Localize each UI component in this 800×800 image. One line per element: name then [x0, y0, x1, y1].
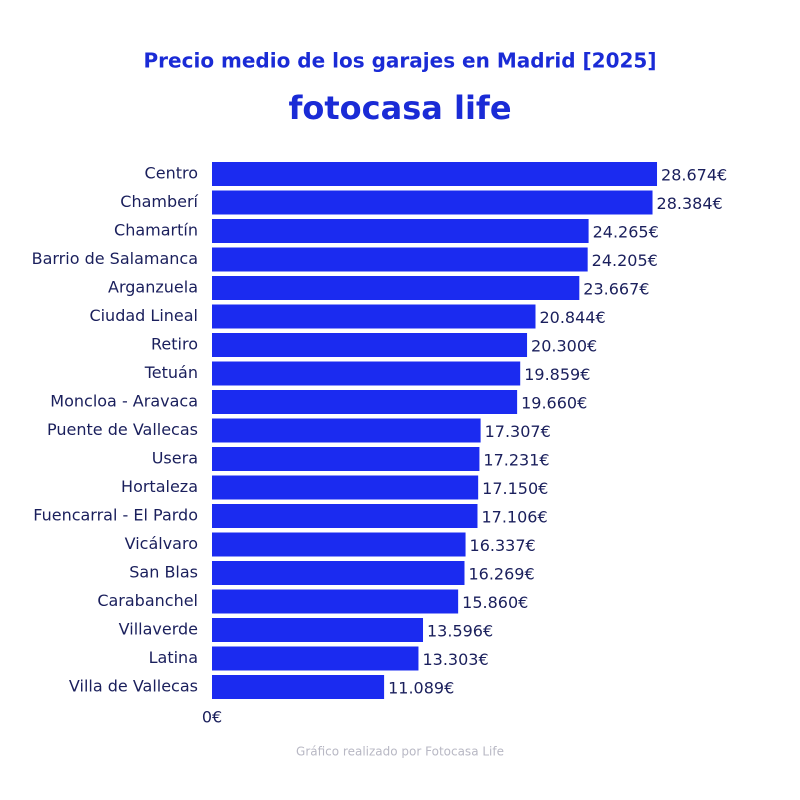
bar [212, 333, 528, 357]
value-label: 16.337€ [470, 536, 536, 555]
value-label: 23.667€ [583, 280, 649, 299]
value-label: 17.106€ [481, 508, 547, 527]
bar [212, 675, 385, 699]
value-label: 16.269€ [468, 565, 534, 584]
y-tick-label: Arganzuela [108, 278, 198, 297]
bar [212, 418, 481, 443]
y-tick-label: Villa de Vallecas [69, 677, 198, 696]
y-tick-label: Villaverde [119, 620, 198, 639]
value-label: 20.300€ [531, 337, 597, 356]
bar [212, 219, 589, 243]
footer: Gráfico realizado por Fotocasa Life [296, 745, 504, 759]
value-label: 28.674€ [661, 166, 727, 185]
bar [212, 247, 588, 272]
value-label: 24.265€ [593, 223, 659, 242]
bar [212, 276, 580, 300]
bar [212, 561, 465, 585]
y-tick-label: Fuencarral - El Pardo [33, 506, 198, 525]
y-tick-label: Tetuán [144, 363, 198, 382]
value-label: 15.860€ [462, 593, 528, 612]
y-tick-label: Barrio de Salamanca [32, 249, 198, 268]
value-label: 17.231€ [483, 451, 549, 470]
y-tick-label: Retiro [151, 335, 198, 354]
y-tick-label: Latina [149, 648, 198, 667]
bar [212, 646, 419, 671]
y-tick-label: Chamartín [114, 221, 198, 240]
value-label: 17.307€ [485, 422, 551, 441]
y-tick-label: Vicálvaro [125, 534, 198, 553]
value-label: 17.150€ [482, 479, 548, 498]
y-tick-label: Carabanchel [97, 591, 198, 610]
value-label: 19.660€ [521, 394, 587, 413]
bar [212, 162, 658, 186]
bar [212, 475, 479, 500]
x-tick-label: 0€ [202, 708, 222, 727]
bar [212, 532, 466, 557]
bar [212, 618, 424, 642]
bar [212, 447, 480, 471]
value-label: 28.384€ [657, 194, 723, 213]
y-tick-label: Ciudad Lineal [89, 306, 198, 325]
bar [212, 190, 653, 215]
bar [212, 390, 518, 414]
value-label: 11.089€ [388, 679, 454, 698]
y-tick-label: Moncloa - Aravaca [50, 392, 198, 411]
value-label: 24.205€ [592, 251, 658, 270]
value-label: 19.859€ [524, 365, 590, 384]
y-tick-label: Centro [145, 164, 198, 183]
y-tick-label: Usera [152, 449, 198, 468]
bar [212, 504, 478, 528]
y-tick-label: Puente de Vallecas [47, 420, 198, 439]
bar [212, 304, 536, 329]
y-tick-label: Hortaleza [121, 477, 198, 496]
bar [212, 361, 521, 386]
value-label: 20.844€ [539, 308, 605, 327]
logo: fotocasa life [288, 89, 511, 127]
value-label: 13.303€ [422, 650, 488, 669]
y-tick-label: Chamberí [120, 192, 198, 211]
bar [212, 589, 459, 614]
chart-title: Precio medio de los garajes en Madrid [2… [144, 49, 657, 73]
value-label: 13.596€ [427, 622, 493, 641]
y-tick-label: San Blas [129, 563, 198, 582]
